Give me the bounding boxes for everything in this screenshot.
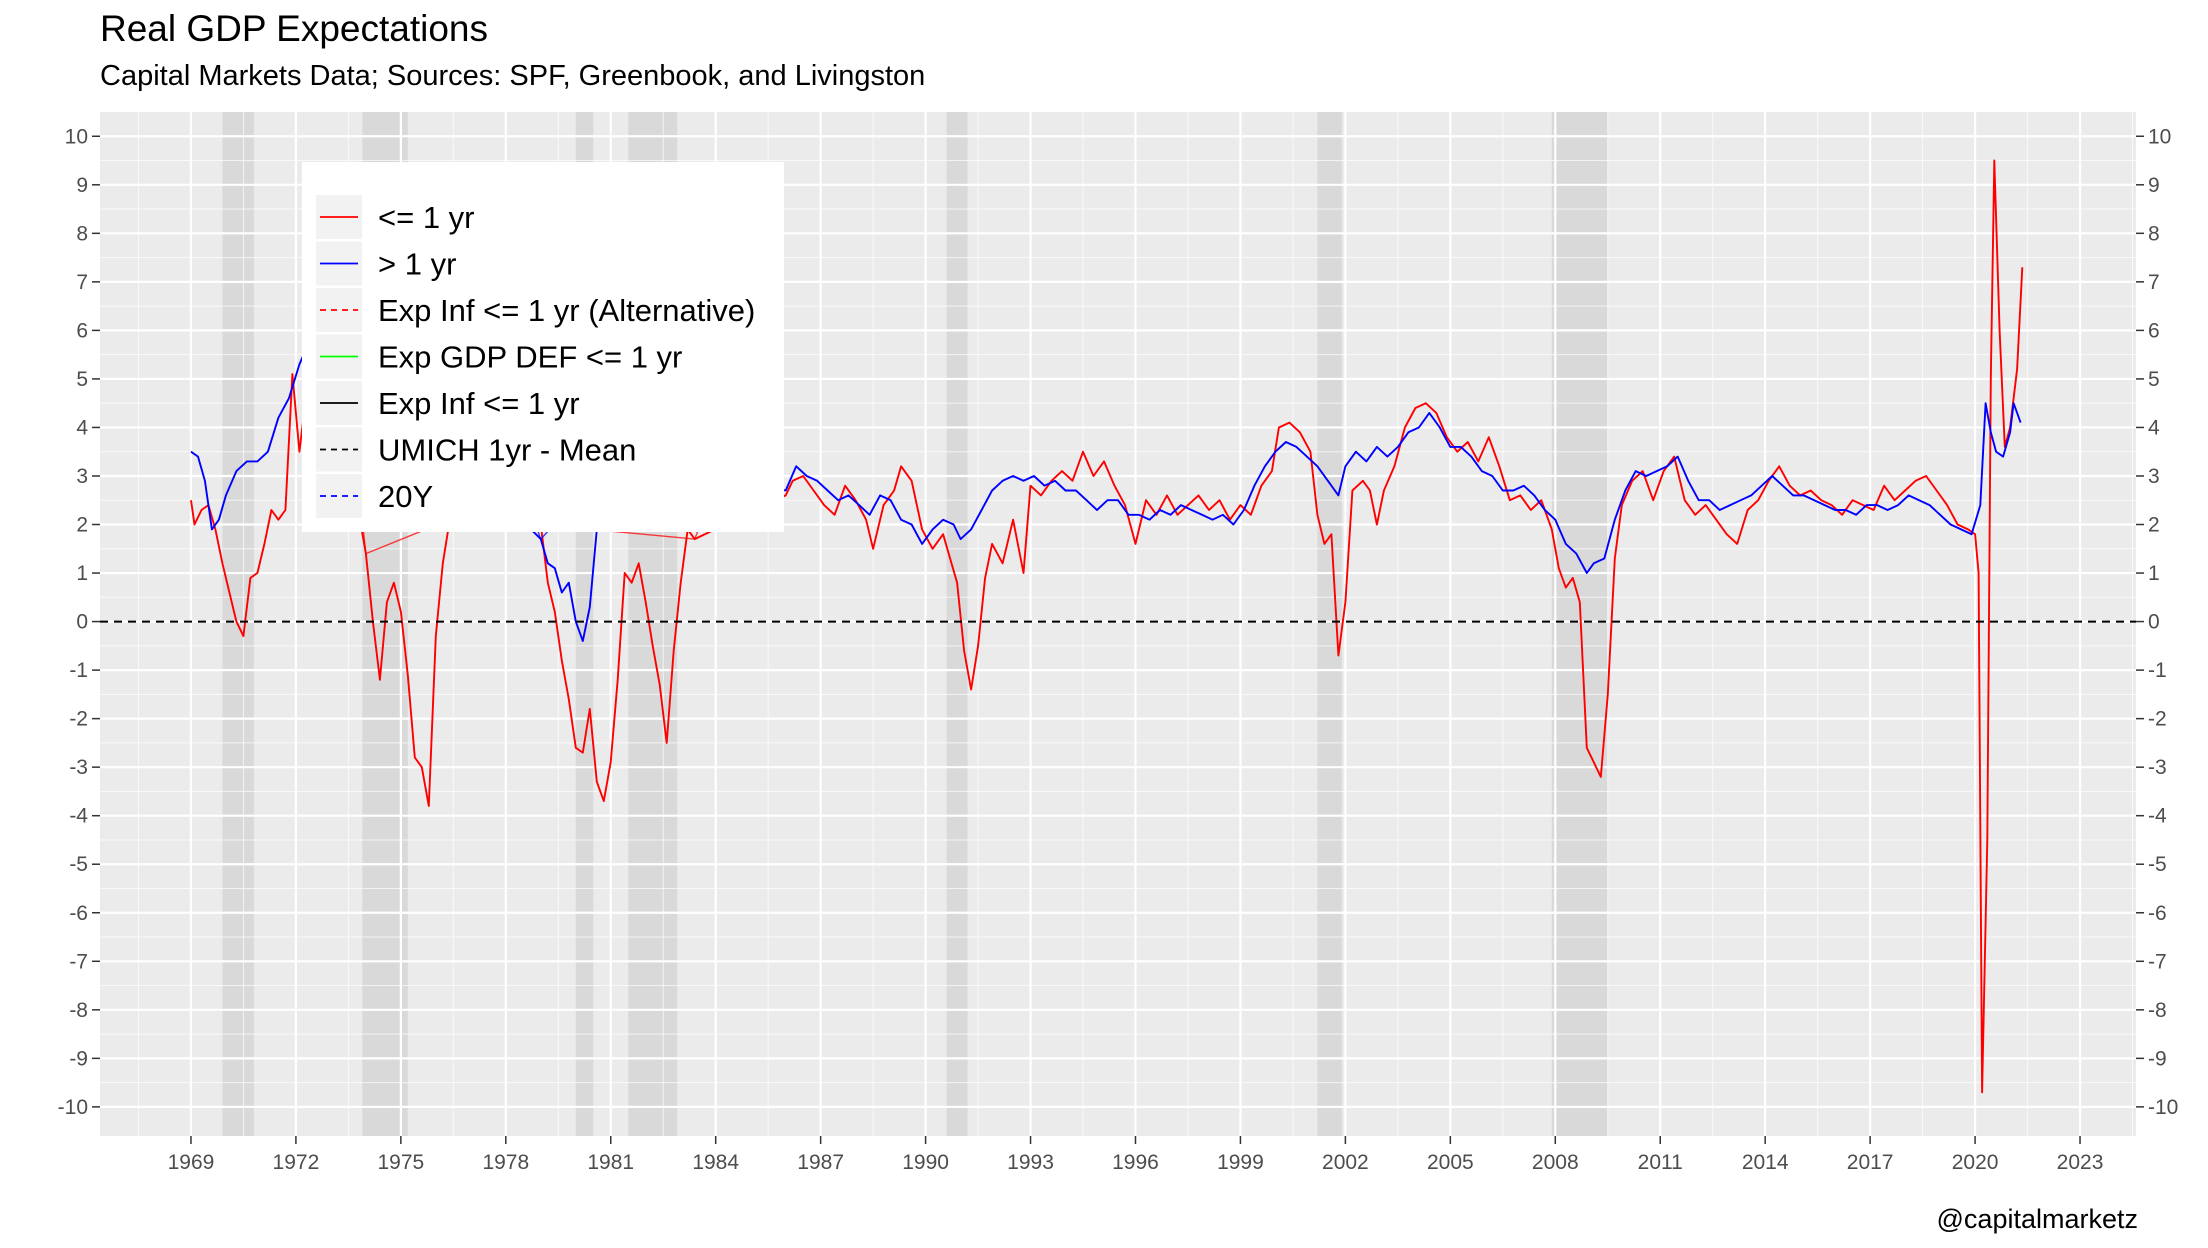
legend-box	[302, 162, 784, 532]
legend-label: <= 1 yr	[378, 200, 475, 235]
y-tick-label-left: 4	[76, 416, 88, 439]
y-tick-label-left: -5	[69, 853, 88, 876]
y-tick-label-right: 1	[2148, 562, 2160, 585]
legend-label: Exp GDP DEF <= 1 yr	[378, 340, 682, 375]
x-tick-label: 2008	[1532, 1151, 1579, 1174]
x-tick-label: 1987	[797, 1151, 844, 1174]
y-tick-label-left: -7	[69, 950, 88, 973]
y-tick-label-left: 9	[76, 174, 88, 197]
y-tick-label-left: -2	[69, 708, 88, 731]
y-tick-label-left: 7	[76, 271, 88, 294]
y-tick-label-left: 6	[76, 319, 88, 342]
y-tick-label-left: 0	[76, 611, 88, 634]
y-tick-label-right: -5	[2148, 853, 2167, 876]
y-tick-label-right: -6	[2148, 902, 2167, 925]
y-tick-label-right: 6	[2148, 319, 2160, 342]
y-tick-label-right: -4	[2148, 805, 2167, 828]
x-tick-label: 1990	[902, 1151, 949, 1174]
y-tick-label-right: 3	[2148, 465, 2160, 488]
y-tick-label-left: 1	[76, 562, 88, 585]
x-tick-label: 1984	[692, 1151, 739, 1174]
y-tick-label-left: -1	[69, 659, 88, 682]
x-tick-label: 2017	[1847, 1151, 1894, 1174]
legend-label: Exp Inf <= 1 yr (Alternative)	[378, 293, 755, 328]
y-tick-label-left: -3	[69, 756, 88, 779]
y-tick-label-left: -4	[69, 805, 88, 828]
x-tick-label: 2023	[2057, 1151, 2104, 1174]
y-tick-label-right: 8	[2148, 222, 2160, 245]
x-tick-label: 1972	[273, 1151, 320, 1174]
recession-band	[1551, 112, 1608, 1136]
chart-title: Real GDP Expectations	[100, 8, 489, 49]
y-tick-label-right: -3	[2148, 756, 2167, 779]
legend-label: UMICH 1yr - Mean	[378, 433, 636, 468]
y-tick-label-right: -8	[2148, 999, 2167, 1022]
x-tick-label: 2002	[1322, 1151, 1369, 1174]
x-tick-label: 1978	[482, 1151, 529, 1174]
y-tick-label-right: -9	[2148, 1047, 2167, 1070]
y-tick-label-left: -10	[58, 1096, 88, 1119]
y-tick-label-right: -2	[2148, 708, 2167, 731]
x-tick-label: 2020	[1952, 1151, 1999, 1174]
y-tick-label-right: 7	[2148, 271, 2160, 294]
y-tick-label-left: 8	[76, 222, 88, 245]
y-tick-label-right: 9	[2148, 174, 2160, 197]
x-tick-label: 2005	[1427, 1151, 1474, 1174]
y-tick-label-right: -7	[2148, 950, 2167, 973]
y-tick-label-right: 2	[2148, 514, 2160, 537]
legend-label: > 1 yr	[378, 247, 456, 282]
y-tick-label-right: 5	[2148, 368, 2160, 391]
x-tick-label: 1996	[1112, 1151, 1159, 1174]
legend-label: 20Y	[378, 479, 433, 514]
y-tick-label-left: -6	[69, 902, 88, 925]
y-tick-label-left: -8	[69, 999, 88, 1022]
y-tick-label-right: 0	[2148, 611, 2160, 634]
y-tick-label-left: 2	[76, 514, 88, 537]
axis-ticks: 1969 1972 1975 1978 1981 1984 1987 1990 1993 1996…	[58, 125, 2179, 1174]
x-tick-label: 1975	[377, 1151, 424, 1174]
y-tick-label-right: -10	[2148, 1096, 2178, 1119]
x-tick-label: 1993	[1007, 1151, 1054, 1174]
chart-subtitle: Capital Markets Data; Sources: SPF, Gree…	[100, 60, 926, 92]
y-tick-label-right: 4	[2148, 416, 2160, 439]
x-tick-label: 1981	[587, 1151, 634, 1174]
recession-band	[946, 112, 968, 1136]
x-tick-label: 1999	[1217, 1151, 1264, 1174]
legend: <= 1 yr > 1 yr Exp Inf <= 1 yr (Alternativ…	[302, 162, 784, 532]
y-tick-label-left: 5	[76, 368, 88, 391]
y-tick-label-left: 10	[65, 125, 88, 148]
x-tick-label: 2011	[1638, 1151, 1683, 1174]
x-tick-label: 2014	[1742, 1151, 1789, 1174]
y-tick-label-right: 10	[2148, 125, 2171, 148]
legend-label: Exp Inf <= 1 yr	[378, 386, 580, 421]
recession-band	[1317, 112, 1342, 1136]
series-line--1-yr	[190, 159, 2024, 1094]
y-tick-label-left: 3	[76, 465, 88, 488]
x-tick-label: 1969	[168, 1151, 215, 1174]
y-tick-label-left: -9	[69, 1047, 88, 1070]
credit-handle: @capitalmarketz	[1936, 1204, 2138, 1234]
y-tick-label-right: -1	[2148, 659, 2167, 682]
